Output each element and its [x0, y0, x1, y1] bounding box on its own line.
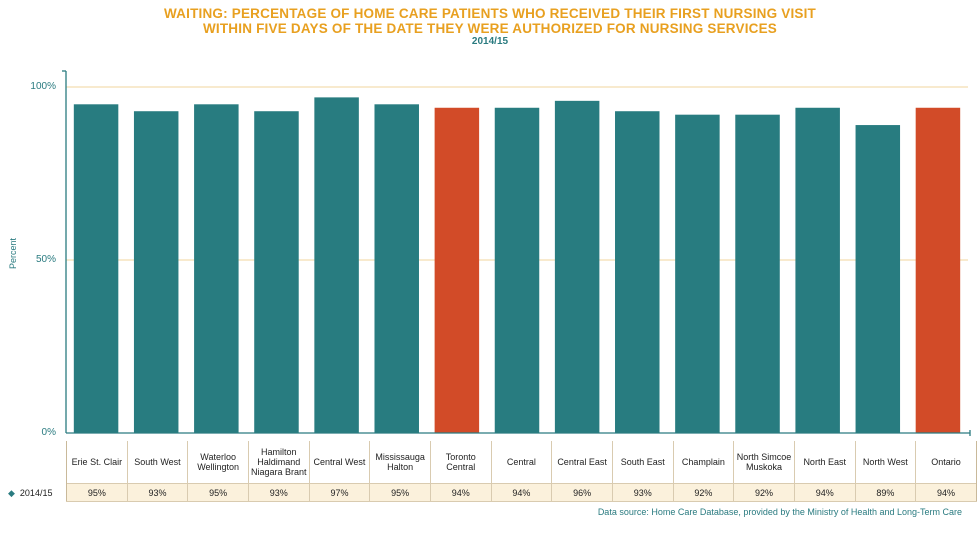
value-label: 94% [429, 483, 492, 502]
category-label: South East [611, 441, 674, 484]
category-label: Central West [308, 441, 370, 484]
value-label: 93% [247, 483, 310, 502]
value-label: 95% [66, 483, 128, 502]
value-label: 93% [126, 483, 188, 502]
bar-waterloo-wellington [194, 104, 239, 434]
bar-south-west [133, 111, 179, 433]
value-label: 95% [369, 483, 431, 502]
category-label: Central East [551, 441, 613, 484]
bar-central-west [314, 97, 359, 433]
category-label: North Simcoe Muskoka [733, 441, 795, 484]
category-label: North West [854, 441, 916, 484]
bar-central-east [554, 100, 600, 433]
category-label: Erie St. Clair [66, 441, 128, 484]
data-table-value-row: 95% 93% 95% 93% 97% 95% 94% 94% 96% 93% 92% 92% 94% 8… [66, 483, 977, 502]
value-label: 94% [915, 483, 977, 502]
value-label: 89% [854, 483, 916, 502]
value-label: 96% [551, 483, 613, 502]
category-label: South West [126, 441, 188, 484]
data-source-note: Data source: Home Care Database, provide… [597, 507, 962, 517]
y-tick-label-100: 100% [30, 81, 56, 92]
series-legend: ◆ 2014/15 [8, 488, 52, 499]
bar-mississauga-halton [374, 104, 419, 434]
chart-title-line-1: WAITING: PERCENTAGE OF HOME CARE PATIENT… [163, 6, 817, 21]
value-label: 92% [733, 483, 795, 502]
diamond-icon: ◆ [8, 488, 15, 498]
category-label: Champlain [672, 441, 734, 484]
data-table-header-row: Erie St. Clair South West Waterloo Welling… [66, 441, 977, 484]
y-tick-label-0: 0% [41, 427, 56, 438]
category-label: Hamilton Haldimand Niagara Brant [247, 441, 310, 484]
bar-champlain [675, 114, 720, 434]
bar-central [494, 107, 540, 433]
value-label: 95% [187, 483, 249, 502]
series-name: 2014/15 [19, 488, 53, 498]
bar-hamilton-haldimand-niagara-brant [254, 111, 299, 433]
category-label: Central [490, 441, 552, 484]
bar-south-east [615, 111, 660, 433]
bar-ontario [915, 107, 961, 433]
value-label: 92% [672, 483, 734, 502]
bar-north-east [795, 107, 840, 433]
category-label: North East [793, 441, 856, 484]
y-tick-label-50: 50% [35, 254, 56, 265]
bar-toronto-central [434, 107, 480, 433]
bar-north-west [855, 125, 901, 433]
value-label: 94% [490, 483, 552, 502]
bar-north-simcoe-muskoka [735, 114, 780, 434]
bar-erie-st-clair [73, 104, 119, 434]
value-label: 94% [793, 483, 856, 502]
category-label: Waterloo Wellington [187, 441, 249, 484]
value-label: 93% [611, 483, 674, 502]
chart-subtitle: 2014/15 [471, 36, 509, 47]
chart-title-line-2: WITHIN FIVE DAYS OF THE DATE THEY WERE A… [202, 21, 778, 36]
data-table: Erie St. Clair South West Waterloo Welling… [66, 441, 977, 502]
category-label: Ontario [915, 441, 977, 484]
category-label: Mississauga Halton [369, 441, 431, 484]
value-label: 97% [308, 483, 370, 502]
category-label: Toronto Central [429, 441, 492, 484]
